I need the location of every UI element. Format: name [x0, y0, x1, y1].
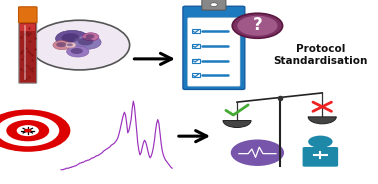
Circle shape	[6, 120, 49, 141]
Circle shape	[56, 30, 89, 47]
FancyBboxPatch shape	[19, 22, 37, 83]
Circle shape	[0, 109, 70, 152]
FancyBboxPatch shape	[20, 24, 35, 31]
FancyBboxPatch shape	[302, 147, 338, 167]
Circle shape	[82, 33, 99, 41]
Circle shape	[61, 33, 80, 42]
Circle shape	[78, 38, 93, 45]
Circle shape	[67, 43, 73, 46]
Bar	[192, 44, 200, 48]
Circle shape	[237, 16, 277, 36]
Text: ?: ?	[253, 16, 262, 34]
Circle shape	[232, 13, 283, 38]
Wedge shape	[223, 121, 251, 128]
Bar	[192, 29, 200, 33]
Circle shape	[67, 46, 89, 57]
Circle shape	[210, 3, 218, 6]
Circle shape	[308, 136, 333, 148]
Bar	[192, 73, 200, 77]
Circle shape	[56, 42, 67, 47]
FancyBboxPatch shape	[202, 0, 226, 10]
Bar	[192, 59, 200, 63]
Circle shape	[65, 42, 76, 48]
Circle shape	[73, 35, 101, 49]
Circle shape	[231, 139, 284, 166]
FancyBboxPatch shape	[188, 18, 240, 86]
Wedge shape	[308, 117, 336, 124]
Circle shape	[53, 40, 71, 50]
Circle shape	[0, 115, 59, 146]
Circle shape	[17, 125, 39, 136]
Circle shape	[85, 34, 94, 39]
Text: Protocol
Standardisation: Protocol Standardisation	[273, 44, 367, 66]
Circle shape	[24, 129, 31, 132]
Circle shape	[29, 20, 130, 70]
Circle shape	[71, 48, 83, 54]
FancyBboxPatch shape	[183, 6, 245, 89]
FancyBboxPatch shape	[19, 7, 37, 23]
